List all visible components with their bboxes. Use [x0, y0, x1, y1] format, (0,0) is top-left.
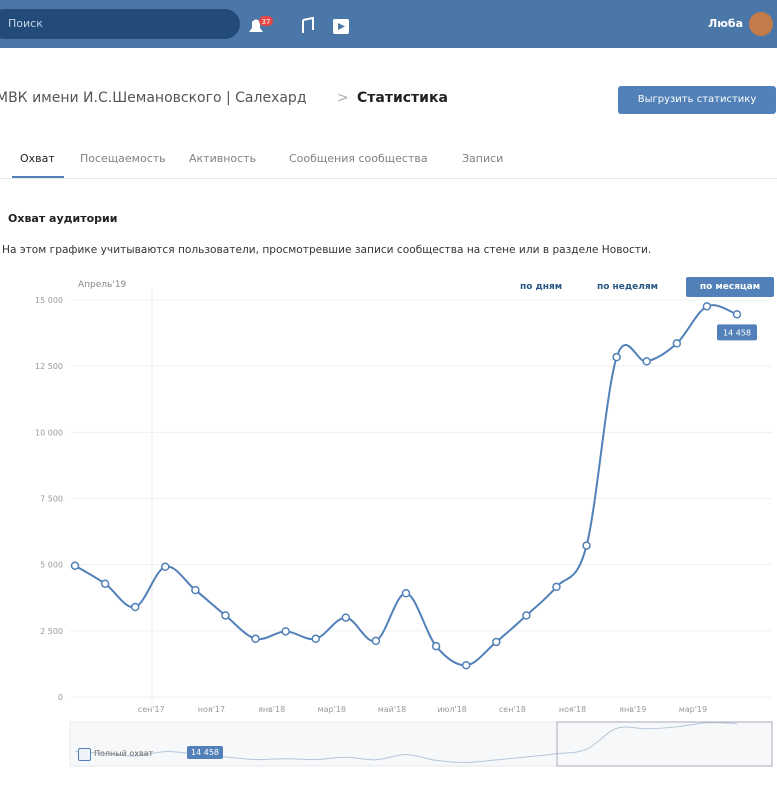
- line: [75, 305, 737, 665]
- y-tick-label: 5 000: [40, 561, 63, 570]
- legend-label: Полный охват: [94, 749, 153, 758]
- point: [734, 311, 741, 318]
- point: [493, 638, 500, 645]
- x-tick-label: мар'18: [318, 705, 346, 714]
- x-tick-label: ноя'17: [198, 705, 225, 714]
- point: [643, 358, 650, 365]
- point: [613, 354, 620, 361]
- point: [222, 612, 229, 619]
- chart: 0 2 500 5 000 7 500 10 000 12 500 15 000 сен'17…: [0, 0, 777, 804]
- point: [72, 562, 79, 569]
- point: [583, 542, 590, 549]
- legend-value: 14 458: [187, 746, 223, 759]
- page: Поиск 37 Люба МВК имени И.С.Шемановского…: [0, 0, 777, 804]
- x-tick-label: янв'18: [258, 705, 285, 714]
- point: [433, 643, 440, 650]
- point: [523, 612, 530, 619]
- navigator: [70, 722, 772, 766]
- point: [403, 590, 410, 597]
- point: [703, 303, 710, 310]
- y-tick-label: 12 500: [35, 362, 63, 371]
- point: [282, 628, 289, 635]
- point: [102, 580, 109, 587]
- value-label: 14 458: [723, 328, 751, 337]
- point: [162, 563, 169, 570]
- y-tick-label: 10 000: [35, 428, 63, 437]
- x-tick-label: янв'19: [619, 705, 646, 714]
- y-tick-label: 15 000: [35, 296, 63, 305]
- checkbox[interactable]: [78, 748, 91, 761]
- y-tick-label: 2 500: [40, 627, 63, 636]
- x-tick-label: ноя'18: [559, 705, 586, 714]
- y-tick-label: 7 500: [40, 495, 63, 504]
- point: [553, 583, 560, 590]
- point: [132, 604, 139, 611]
- point: [342, 614, 349, 621]
- point: [312, 635, 319, 642]
- point: [372, 637, 379, 644]
- point: [192, 587, 199, 594]
- x-tick-label: май'18: [378, 705, 407, 714]
- point: [252, 635, 259, 642]
- y-tick-label: 0: [58, 693, 63, 702]
- x-tick-label: сен'18: [499, 705, 526, 714]
- x-tick-label: июл'18: [437, 705, 466, 714]
- x-tick-label: сен'17: [138, 705, 165, 714]
- x-tick-label: мар'19: [679, 705, 707, 714]
- point: [673, 340, 680, 347]
- point: [463, 662, 470, 669]
